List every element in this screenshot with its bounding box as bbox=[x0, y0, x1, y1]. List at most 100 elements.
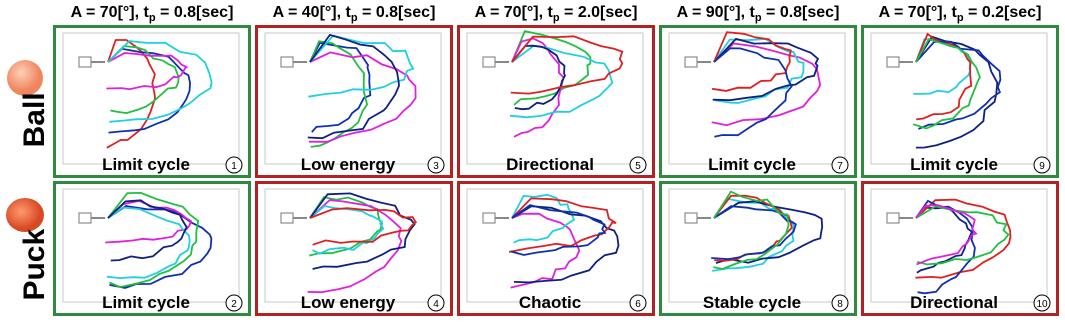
panel bbox=[659, 181, 857, 316]
panel-label: Limit cycle bbox=[102, 155, 190, 174]
trajectory bbox=[713, 47, 793, 138]
panel-number: 10 bbox=[1036, 299, 1048, 310]
trajectory bbox=[511, 205, 620, 284]
panel-label: Limit cycle bbox=[708, 155, 796, 174]
panel-label: Stable cycle bbox=[703, 293, 801, 312]
plot-area bbox=[466, 32, 644, 165]
robot-icon bbox=[482, 56, 496, 68]
trajectory bbox=[915, 199, 976, 295]
robot-icon bbox=[886, 212, 900, 224]
trajectory bbox=[915, 35, 999, 149]
panel bbox=[457, 181, 655, 316]
trajectory bbox=[912, 38, 981, 130]
panel bbox=[53, 181, 251, 316]
trajectory bbox=[307, 33, 400, 140]
trajectory bbox=[309, 207, 417, 246]
panel-number: 1 bbox=[231, 161, 237, 172]
trajectory bbox=[107, 45, 180, 115]
trajectory bbox=[511, 30, 592, 106]
header-subscript: p bbox=[755, 12, 762, 24]
trajectory bbox=[107, 40, 213, 123]
robot-icon bbox=[482, 212, 496, 224]
trajectory bbox=[511, 44, 566, 111]
column-header: A = 40[°], tp = 0.8[sec] bbox=[273, 4, 436, 24]
plot-area bbox=[870, 188, 1048, 303]
robot-icon bbox=[78, 56, 92, 68]
trajectory bbox=[106, 206, 191, 280]
number-circle bbox=[427, 294, 445, 312]
puck-image bbox=[6, 198, 44, 232]
panel-label: Directional bbox=[506, 155, 594, 174]
plot-area bbox=[870, 32, 1048, 165]
number-circle bbox=[427, 156, 445, 174]
number-circle bbox=[1033, 156, 1051, 174]
trajectory bbox=[915, 204, 978, 266]
number-circle bbox=[831, 294, 849, 312]
column-header: A = 70[°], tp = 2.0[sec] bbox=[475, 4, 638, 24]
panel-number: 6 bbox=[635, 299, 641, 310]
robot-icon bbox=[280, 56, 294, 68]
trajectory bbox=[510, 212, 581, 289]
header-subscript: p bbox=[351, 12, 358, 24]
panel-number: 2 bbox=[231, 299, 237, 310]
header-text: = 0.8[sec] bbox=[156, 4, 234, 21]
header-text: = 2.0[sec] bbox=[560, 4, 638, 21]
panel-label: Low energy bbox=[301, 155, 396, 174]
number-circle bbox=[629, 294, 647, 312]
panel-label: Chaotic bbox=[519, 293, 581, 312]
column-header: A = 90[°], tp = 0.8[sec] bbox=[677, 4, 840, 24]
trajectory bbox=[711, 42, 822, 127]
trajectory bbox=[511, 193, 576, 244]
trajectory bbox=[915, 32, 973, 121]
panel bbox=[861, 25, 1059, 178]
header-text: A = 90[°], t bbox=[677, 4, 756, 21]
header-subscript: p bbox=[149, 12, 156, 24]
column-header: A = 70[°], tp = 0.8[sec] bbox=[71, 4, 234, 24]
header-text: = 0.2[sec] bbox=[964, 4, 1042, 21]
trajectory bbox=[309, 192, 416, 270]
panel-number: 3 bbox=[433, 161, 439, 172]
plot-area bbox=[264, 188, 442, 303]
trajectory bbox=[509, 44, 614, 119]
trajectory bbox=[307, 199, 403, 294]
trajectory bbox=[309, 196, 383, 257]
header-text: A = 70[°], t bbox=[879, 4, 958, 21]
plot-area bbox=[466, 188, 644, 303]
number-circle bbox=[831, 156, 849, 174]
plot-area bbox=[62, 32, 240, 165]
row-label: Puck bbox=[18, 229, 51, 301]
header-subscript: p bbox=[957, 12, 964, 24]
row-label: Ball bbox=[18, 92, 51, 147]
trajectory bbox=[711, 205, 797, 261]
panel-number: 9 bbox=[1039, 161, 1045, 172]
number-circle bbox=[1033, 294, 1051, 312]
trajectory bbox=[510, 204, 607, 256]
robot-icon bbox=[886, 56, 900, 68]
trajectory bbox=[308, 34, 415, 98]
header-subscript: p bbox=[553, 12, 560, 24]
trajectory bbox=[309, 41, 372, 133]
trajectory bbox=[308, 51, 417, 143]
header-text: = 0.8[sec] bbox=[358, 4, 436, 21]
trajectory bbox=[508, 197, 617, 253]
panel-number: 8 bbox=[837, 299, 843, 310]
panel-label: Limit cycle bbox=[102, 293, 190, 312]
panel bbox=[861, 181, 1059, 316]
panel-number: 5 bbox=[635, 161, 641, 172]
header-text: A = 40[°], t bbox=[273, 4, 352, 21]
header-text: = 0.8[sec] bbox=[762, 4, 840, 21]
panel bbox=[457, 25, 655, 178]
robot-icon bbox=[684, 212, 698, 224]
robot-icon bbox=[78, 212, 92, 224]
trajectory bbox=[510, 35, 624, 95]
plot-area bbox=[668, 32, 846, 165]
trajectory bbox=[107, 191, 200, 289]
trajectory bbox=[107, 47, 192, 134]
trajectory bbox=[712, 37, 820, 102]
column-header: A = 70[°], tp = 0.2[sec] bbox=[879, 4, 1042, 24]
ball-image bbox=[7, 60, 43, 96]
number-circle bbox=[225, 294, 243, 312]
panel bbox=[659, 25, 857, 178]
panel-number: 7 bbox=[837, 161, 843, 172]
plot-area bbox=[62, 188, 240, 303]
